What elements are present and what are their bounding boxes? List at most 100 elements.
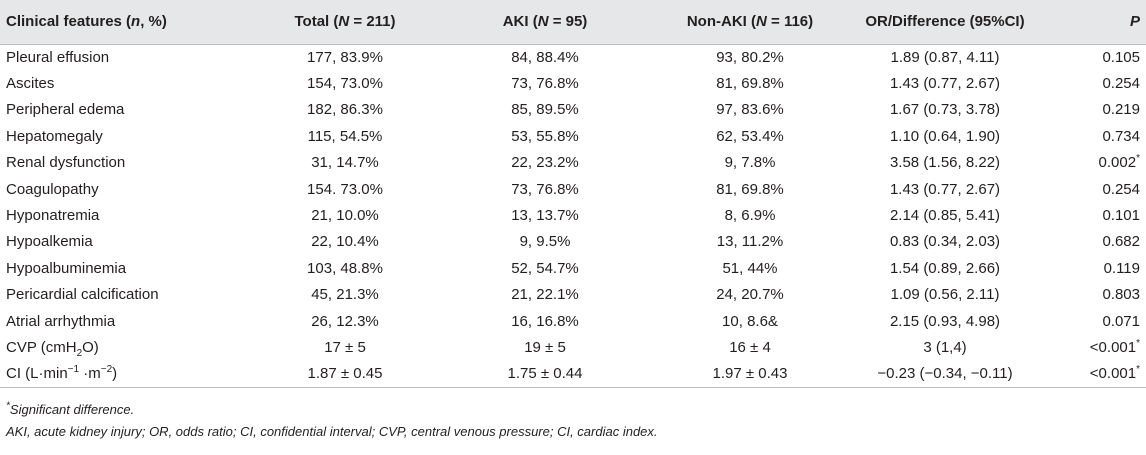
cell-non-aki: 62, 53.4% — [716, 127, 784, 145]
table-row: Pleural effusion 177, 83.9% 84, 88.4% 93… — [0, 44, 1146, 70]
cell-p: 0.101 — [1102, 207, 1140, 225]
table-row: Hyponatremia 21, 10.0% 13, 13.7% 8, 6.9%… — [0, 202, 1146, 228]
cell-feature: CVP (cmH2O) — [6, 338, 99, 359]
cell-non-aki: 51, 44% — [722, 259, 778, 277]
cell-feature: Pleural effusion — [6, 48, 110, 66]
cell-p: 0.105 — [1102, 48, 1140, 66]
cell-total: 31, 14.7% — [311, 154, 379, 172]
clinical-features-table: Clinical features (n, %) Total (N = 211)… — [0, 0, 1146, 388]
cell-p: 0.219 — [1102, 101, 1140, 119]
cell-or: 3.58 (1.56, 8.22) — [889, 154, 1001, 172]
cell-or: 1.67 (0.73, 3.78) — [889, 101, 1001, 119]
cell-aki: 19 ± 5 — [524, 338, 566, 356]
cell-aki: 13, 13.7% — [511, 207, 579, 225]
cell-p: 0.254 — [1102, 180, 1140, 198]
cell-aki: 21, 22.1% — [511, 286, 579, 304]
cell-total: 154. 73.0% — [307, 180, 383, 198]
significance-mark: * — [1136, 337, 1140, 349]
table-row: Atrial arrhythmia 26, 12.3% 16, 16.8% 10… — [0, 308, 1146, 334]
cell-or: 1.54 (0.89, 2.66) — [889, 259, 1001, 277]
significance-mark: * — [1136, 364, 1140, 376]
header-non-aki: Non-AKI (N = 116) — [650, 0, 850, 45]
table-footnotes: *Significant difference. AKI, acute kidn… — [6, 399, 658, 443]
cell-non-aki: 93, 80.2% — [716, 48, 784, 66]
cell-non-aki: 10, 8.6& — [722, 312, 778, 330]
cell-total: 182, 86.3% — [307, 101, 383, 119]
cell-aki: 85, 89.5% — [511, 101, 579, 119]
header-aki: AKI (N = 95) — [440, 0, 650, 45]
footnote-abbreviations: AKI, acute kidney injury; OR, odds ratio… — [6, 424, 658, 439]
table-row: Pericardial calcification 45, 21.3% 21, … — [0, 282, 1146, 308]
cell-p: 0.002* — [1098, 153, 1140, 172]
cell-aki: 53, 55.8% — [511, 127, 579, 145]
cell-total: 115, 54.5% — [307, 127, 383, 145]
cell-feature: Hypoalkemia — [6, 233, 93, 251]
cell-or: 1.43 (0.77, 2.67) — [889, 180, 1001, 198]
cell-non-aki: 16 ± 4 — [729, 338, 771, 356]
cell-aki: 73, 76.8% — [511, 180, 579, 198]
cell-p: 0.682 — [1102, 233, 1140, 251]
cell-non-aki: 97, 83.6% — [716, 101, 784, 119]
cell-total: 21, 10.0% — [311, 207, 379, 225]
cell-aki: 52, 54.7% — [511, 259, 579, 277]
cell-non-aki: 1.97 ± 0.43 — [650, 360, 850, 388]
cell-p: <0.001* — [1089, 337, 1140, 356]
cell-total: 177, 83.9% — [307, 48, 383, 66]
significance-mark: * — [1136, 153, 1140, 165]
cell-or: 1.09 (0.56, 2.11) — [890, 286, 1000, 304]
cell-non-aki: 81, 69.8% — [716, 180, 784, 198]
cell-feature: Peripheral edema — [6, 101, 125, 119]
cell-p: 0.254 — [1102, 75, 1140, 93]
cell-aki: 9, 9.5% — [519, 233, 571, 251]
table-row: Hepatomegaly 115, 54.5% 53, 55.8% 62, 53… — [0, 123, 1146, 149]
table-row: CVP (cmH2O) 17 ± 5 19 ± 5 16 ± 4 3 (1,4)… — [0, 334, 1146, 360]
cell-aki: 84, 88.4% — [511, 48, 579, 66]
cell-p: 0.803 — [1102, 286, 1140, 304]
table-row: Coagulopathy 154. 73.0% 73, 76.8% 81, 69… — [0, 176, 1146, 202]
cell-feature: CI (L·min−1 ·m−2) — [0, 360, 250, 388]
header-or-difference: OR/Difference (95%CI) — [850, 0, 1040, 45]
cell-total: 103, 48.8% — [307, 259, 383, 277]
cell-non-aki: 9, 7.8% — [724, 154, 776, 172]
table-row: CI (L·min−1 ·m−2) 1.87 ± 0.45 1.75 ± 0.4… — [0, 360, 1146, 388]
cell-non-aki: 13, 11.2% — [716, 233, 784, 251]
header-clinical-features: Clinical features (n, %) — [0, 0, 250, 45]
cell-or: −0.23 (−0.34, −0.11) — [850, 360, 1040, 388]
cell-total: 1.87 ± 0.45 — [250, 360, 440, 388]
cell-or: 1.89 (0.87, 4.11) — [890, 48, 1000, 66]
cell-or: 0.83 (0.34, 2.03) — [889, 233, 1001, 251]
cell-feature: Ascites — [6, 75, 55, 93]
table-row: Renal dysfunction 31, 14.7% 22, 23.2% 9,… — [0, 150, 1146, 176]
cell-or: 1.10 (0.64, 1.90) — [889, 127, 1001, 145]
cell-feature: Renal dysfunction — [6, 154, 126, 172]
cell-p: 0.071 — [1102, 312, 1140, 330]
cell-p: <0.001* — [1040, 360, 1146, 388]
cell-total: 17 ± 5 — [324, 338, 366, 356]
cell-or: 2.14 (0.85, 5.41) — [889, 207, 1001, 225]
cell-aki: 22, 23.2% — [511, 154, 579, 172]
cell-aki: 16, 16.8% — [511, 312, 579, 330]
cell-feature: Hyponatremia — [6, 207, 100, 225]
cell-feature: Atrial arrhythmia — [6, 312, 116, 330]
footnote-significance: *Significant difference. — [6, 400, 135, 417]
cell-feature: Hypoalbuminemia — [6, 259, 127, 277]
cell-total: 45, 21.3% — [311, 286, 379, 304]
cell-aki: 1.75 ± 0.44 — [440, 360, 650, 388]
cell-total: 22, 10.4% — [311, 233, 379, 251]
header-row: Clinical features (n, %) Total (N = 211)… — [0, 0, 1146, 45]
table-row: Peripheral edema 182, 86.3% 85, 89.5% 97… — [0, 97, 1146, 123]
header-p-value: P — [1040, 0, 1146, 45]
cell-feature: Pericardial calcification — [6, 286, 159, 304]
cell-p: 0.734 — [1102, 127, 1140, 145]
cell-feature: Hepatomegaly — [6, 127, 103, 145]
table-row: Hypoalbuminemia 103, 48.8% 52, 54.7% 51,… — [0, 255, 1146, 281]
cell-total: 154, 73.0% — [307, 75, 383, 93]
cell-non-aki: 24, 20.7% — [716, 286, 784, 304]
cell-aki: 73, 76.8% — [511, 75, 579, 93]
cell-or: 2.15 (0.93, 4.98) — [889, 312, 1001, 330]
cell-p: 0.119 — [1103, 259, 1140, 277]
table-row: Hypoalkemia 22, 10.4% 9, 9.5% 13, 11.2% … — [0, 229, 1146, 255]
cell-non-aki: 81, 69.8% — [716, 75, 784, 93]
table-row: Ascites 154, 73.0% 73, 76.8% 81, 69.8% 1… — [0, 70, 1146, 96]
